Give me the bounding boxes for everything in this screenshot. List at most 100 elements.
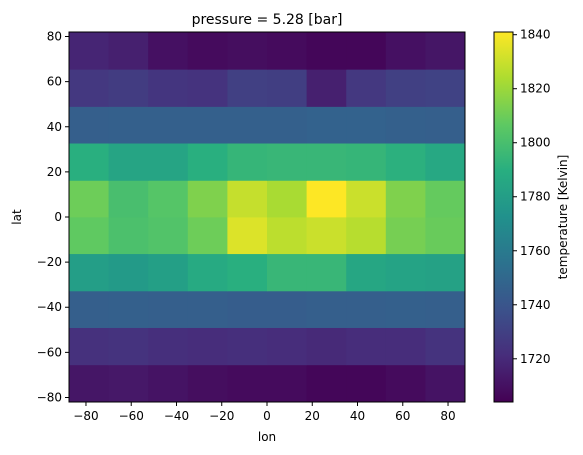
heatmap-cell [267, 32, 307, 70]
heatmap-cell [148, 364, 189, 403]
heatmap-cell [108, 327, 149, 366]
y-axis-ticks: −80 −60 −40 −20 0 20 40 60 80 [37, 30, 69, 404]
colorbar-tick-label: 1780 [520, 190, 551, 204]
heatmap-cell [69, 327, 109, 366]
heatmap-cell [346, 217, 387, 255]
heatmap-cell [187, 180, 228, 218]
heatmap-cell [148, 143, 189, 181]
heatmap-cell [187, 327, 228, 366]
heatmap-cell [425, 364, 466, 403]
x-tick-label: 20 [305, 409, 320, 423]
heatmap-cell [267, 290, 307, 328]
heatmap-cell [227, 253, 268, 292]
heatmap-cell [148, 180, 189, 218]
heatmap-cell [108, 364, 149, 403]
heatmap-cell [425, 69, 466, 107]
heatmap-cell [267, 327, 307, 366]
y-tick-label: 20 [47, 165, 62, 179]
heatmap-cell [385, 364, 426, 403]
heatmap-cell [187, 69, 228, 107]
colorbar-label: temperature [Kelvin] [556, 155, 570, 280]
heatmap-cell [69, 253, 109, 292]
heatmap-cell [425, 106, 466, 144]
heatmap-cell [227, 180, 268, 218]
x-tick-label: −40 [164, 409, 189, 423]
heatmap-cell [425, 217, 466, 255]
chart-title: pressure = 5.28 [bar] [192, 12, 343, 28]
heatmap-cell [69, 364, 109, 403]
x-tick-label: −80 [73, 409, 98, 423]
heatmap-cells [69, 32, 466, 403]
heatmap-cell [227, 364, 268, 403]
y-tick-label: −60 [37, 345, 62, 359]
heatmap-cell [69, 143, 109, 181]
heatmap-cell [425, 253, 466, 292]
heatmap-cell [69, 106, 109, 144]
heatmap-cell [148, 32, 189, 70]
heatmap-cell [187, 217, 228, 255]
heatmap-cell [306, 253, 347, 292]
x-tick-label: 80 [440, 409, 455, 423]
heatmap-cell [267, 253, 307, 292]
heatmap-cell [108, 290, 149, 328]
colorbar-tick-label: 1840 [520, 28, 551, 42]
colorbar-tick-label: 1800 [520, 136, 551, 150]
colorbar-tick-label: 1740 [520, 298, 551, 312]
heatmap-cell [306, 32, 347, 70]
heatmap-cell [306, 364, 347, 403]
heatmap-cell [346, 290, 387, 328]
heatmap-cell [108, 253, 149, 292]
heatmap-cell [385, 106, 426, 144]
heatmap-cell [346, 253, 387, 292]
heatmap-cell [69, 217, 109, 255]
heatmap-cell [227, 327, 268, 366]
heatmap-cell [227, 106, 268, 144]
y-tick-label: −80 [37, 390, 62, 404]
heatmap-cell [148, 327, 189, 366]
x-tick-label: 40 [350, 409, 365, 423]
y-tick-label: 60 [47, 75, 62, 89]
heatmap-cell [346, 364, 387, 403]
heatmap-cell [148, 290, 189, 328]
heatmap-cell [346, 180, 387, 218]
heatmap-cell [227, 290, 268, 328]
heatmap-cell [306, 327, 347, 366]
heatmap-cell [346, 32, 387, 70]
heatmap-cell [267, 143, 307, 181]
heatmap-cell [227, 69, 268, 107]
heatmap-cell [385, 217, 426, 255]
heatmap-cell [385, 69, 426, 107]
heatmap-cell [306, 217, 347, 255]
y-tick-label: 40 [47, 120, 62, 134]
heatmap-cell [425, 180, 466, 218]
x-tick-label: −20 [209, 409, 234, 423]
heatmap-cell [108, 143, 149, 181]
heatmap-cell [346, 69, 387, 107]
heatmap-cell [346, 106, 387, 144]
heatmap-cell [187, 290, 228, 328]
heatmap-cell [385, 290, 426, 328]
heatmap-cell [148, 217, 189, 255]
heatmap-cell [227, 32, 268, 70]
heatmap-cell [148, 69, 189, 107]
heatmap-cell [148, 253, 189, 292]
x-tick-label: −60 [119, 409, 144, 423]
plot-frame [68, 31, 466, 403]
heatmap-cell [108, 106, 149, 144]
y-tick-label: 0 [54, 210, 62, 224]
heatmap-cell [108, 69, 149, 107]
heatmap-cell [69, 32, 109, 70]
heatmap-cell [385, 32, 426, 70]
heatmap-cell [187, 364, 228, 403]
heatmap-cell [187, 253, 228, 292]
colorbar-tick-label: 1720 [520, 352, 551, 366]
x-tick-label: 0 [263, 409, 271, 423]
colorbar-ticks: 1720 1740 1760 1780 1800 1820 1840 [513, 28, 551, 366]
heatmap-cell [108, 180, 149, 218]
heatmap-cell [425, 32, 466, 70]
y-tick-label: −20 [37, 255, 62, 269]
heatmap-cell [267, 106, 307, 144]
heatmap-cell [227, 143, 268, 181]
heatmap-cell [385, 327, 426, 366]
